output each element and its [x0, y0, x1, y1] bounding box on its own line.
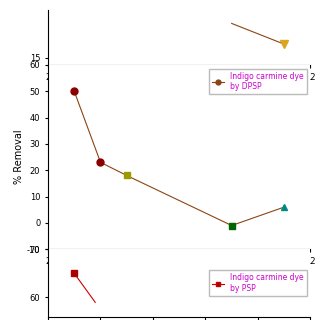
- Y-axis label: % Removal: % Removal: [14, 130, 24, 184]
- Text: (a): (a): [173, 98, 186, 107]
- X-axis label: pH levels 3, 4, 5, 9, 11: pH levels 3, 4, 5, 9, 11: [132, 267, 226, 276]
- Legend: Indigo carmine dye
by PSP: Indigo carmine dye by PSP: [209, 270, 307, 296]
- X-axis label: pH levels 3, 5,9,11: pH levels 3, 5,9,11: [140, 83, 219, 92]
- Legend: Indigo carmine dye
by DPSP: Indigo carmine dye by DPSP: [209, 69, 307, 94]
